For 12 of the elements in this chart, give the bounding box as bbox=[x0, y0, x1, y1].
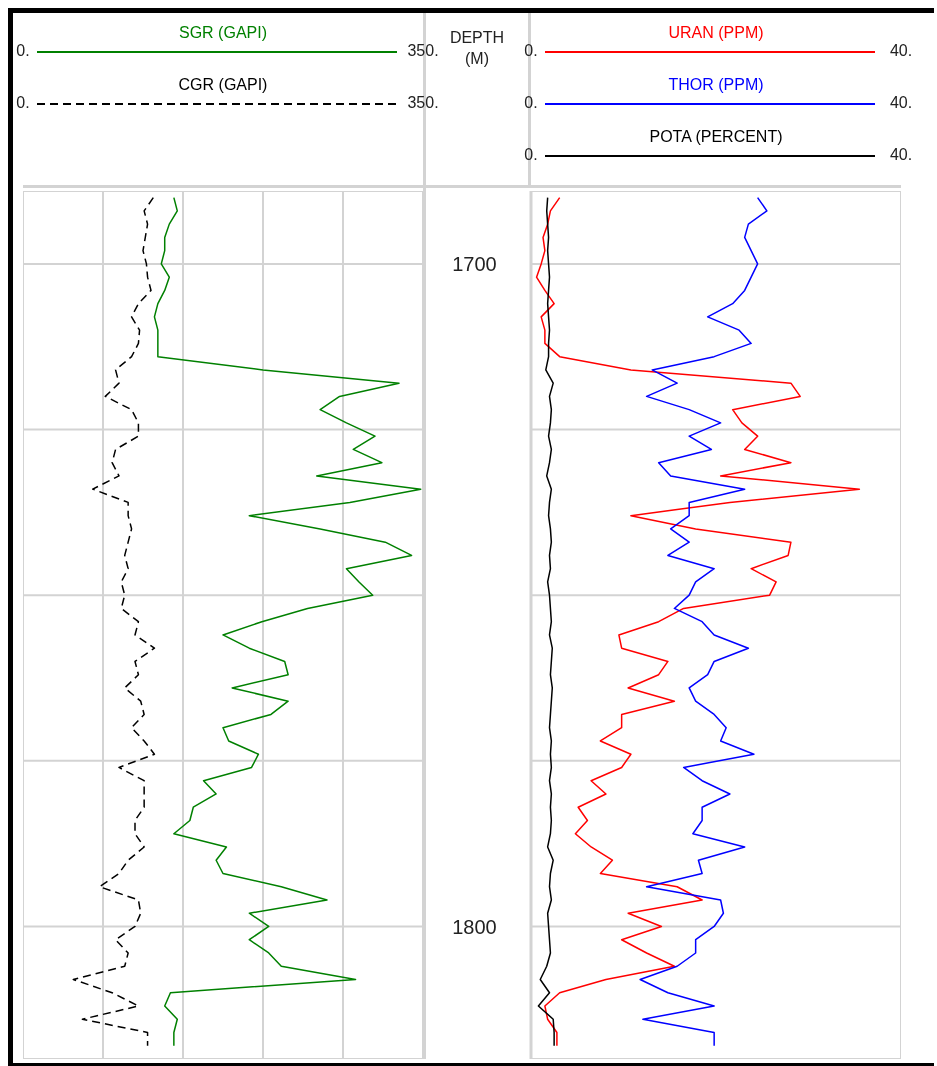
text: CGR (GAPI) bbox=[177, 75, 269, 94]
text: POTA (PERCENT) bbox=[648, 127, 784, 146]
text: THOR (PPM) bbox=[667, 75, 765, 94]
text: 40. bbox=[889, 42, 913, 59]
text: URAN (PPM) bbox=[667, 23, 765, 42]
text: 0. bbox=[524, 42, 538, 59]
text: SGR (GAPI) bbox=[178, 23, 268, 42]
y-tick-label: 1800 bbox=[452, 915, 497, 938]
y-axis-title: DEPTH (M) bbox=[449, 29, 505, 67]
text: 350. bbox=[407, 42, 439, 59]
text: 0. bbox=[16, 42, 30, 59]
y-tick-label: 1700 bbox=[452, 252, 497, 275]
